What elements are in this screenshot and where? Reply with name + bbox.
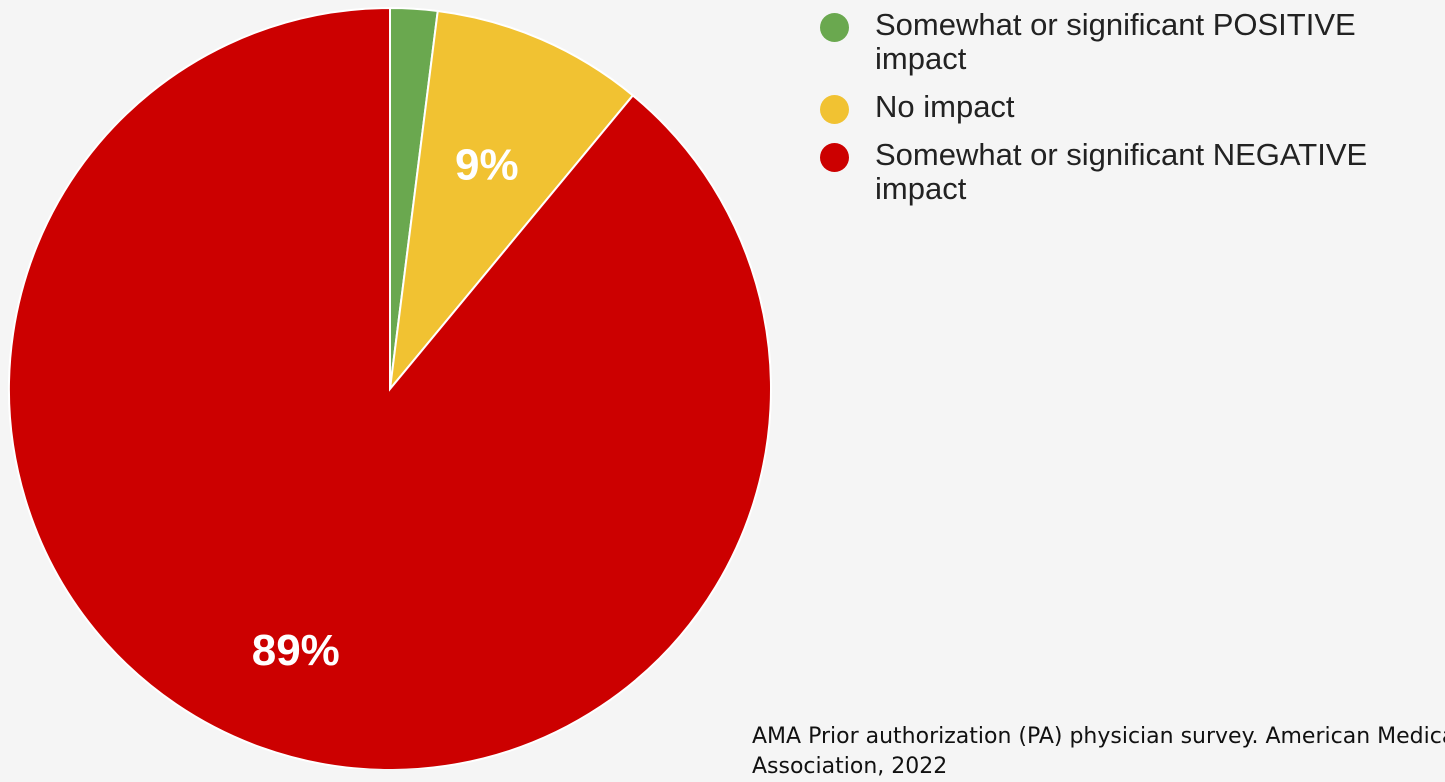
legend-swatch-no-impact — [820, 95, 849, 124]
legend-label-positive: Somewhat or significant POSITIVE impact — [875, 7, 1356, 76]
source-citation: AMA Prior authorization (PA) physician s… — [752, 724, 1445, 779]
pie-slice-1 — [388, 9, 635, 393]
pie-data-label-1: 9% — [455, 141, 519, 190]
legend-swatch-negative — [820, 143, 849, 172]
legend-swatch-positive — [820, 13, 849, 42]
legend-label-no-impact: No impact — [875, 89, 1015, 124]
legend-item-positive: Somewhat or significant POSITIVE impact — [820, 8, 1445, 76]
pie-slice-2 — [8, 6, 772, 769]
pie-chart: 9% 89% — [8, 6, 772, 769]
legend-item-negative: Somewhat or significant NEGATIVE impact — [820, 138, 1445, 206]
legend-item-no-impact: No impact — [820, 90, 1445, 124]
pie-data-label-2: 89% — [252, 626, 340, 675]
legend-label-negative: Somewhat or significant NEGATIVE impact — [875, 137, 1368, 206]
legend: Somewhat or significant POSITIVE impact … — [820, 8, 1445, 220]
